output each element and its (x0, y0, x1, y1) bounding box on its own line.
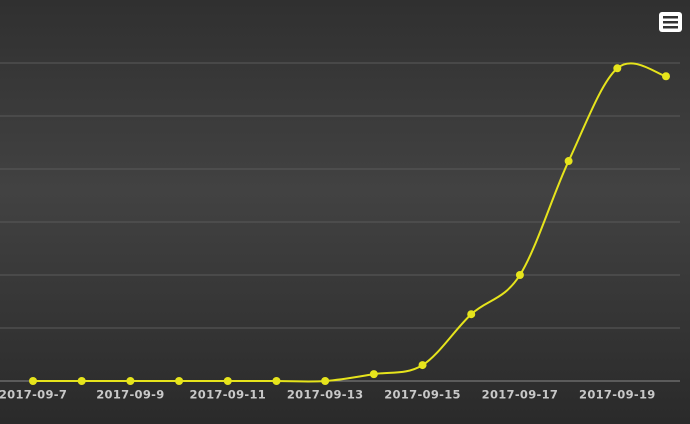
data-point (175, 377, 184, 385)
data-point (126, 377, 135, 385)
x-tick-label: 2017-09-15 (384, 388, 461, 402)
data-point (369, 370, 378, 379)
data-point (467, 310, 476, 319)
data-point (418, 361, 427, 370)
data-point (272, 377, 281, 385)
data-point (613, 64, 622, 73)
x-tick-label: 2017-09-19 (579, 388, 656, 402)
x-tick-label: 2017-09-17 (482, 388, 559, 402)
data-point (77, 377, 86, 385)
x-tick-label: 2017-09-9 (96, 388, 164, 402)
data-point (321, 377, 330, 385)
data-point (515, 271, 524, 279)
x-tick-label: 2017-09-7 (0, 388, 67, 402)
data-point (223, 377, 232, 385)
x-tick-label: 2017-09-11 (189, 388, 266, 402)
menu-button[interactable] (659, 12, 682, 32)
data-point (29, 377, 37, 385)
data-point (662, 72, 670, 81)
x-tick-label: 2017-09-13 (287, 388, 364, 402)
data-point (564, 157, 573, 166)
